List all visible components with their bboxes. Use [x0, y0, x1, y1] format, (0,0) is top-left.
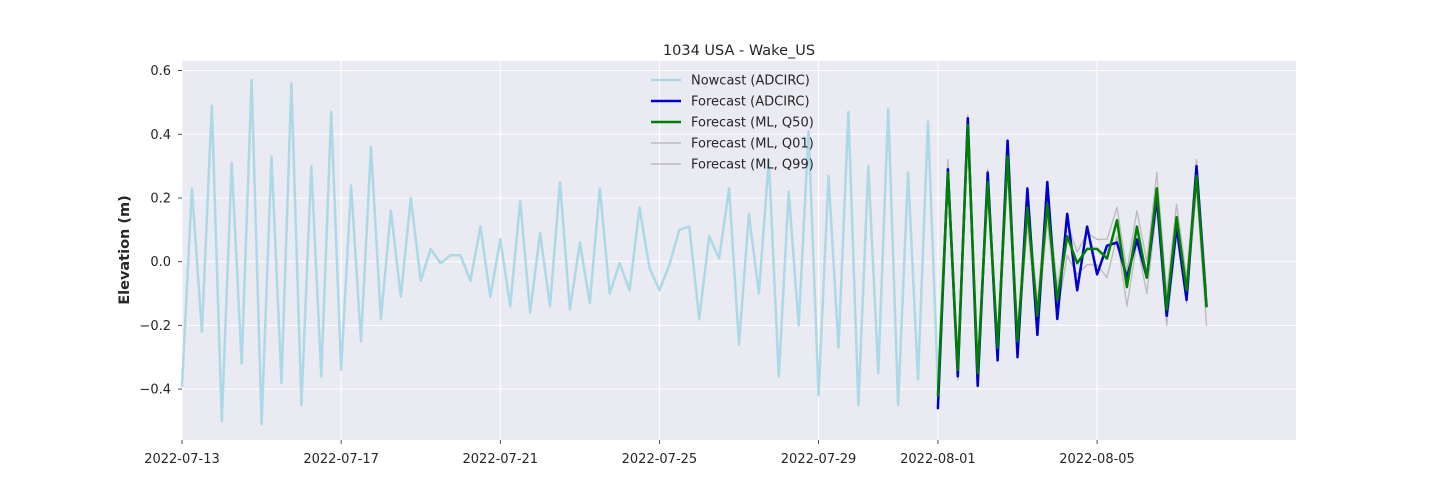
legend-label: Forecast (ML, Q50): [691, 116, 814, 131]
x-tick-label: 2022-07-17: [303, 452, 379, 467]
x-tick-label: 2022-08-05: [1059, 452, 1135, 467]
y-axis: −0.4 −0.2 0.0 0.2 0.4 0.6: [139, 64, 182, 398]
chart-title: 1034 USA - Wake_US: [663, 43, 815, 59]
y-tick-label: −0.2: [139, 319, 171, 334]
y-tick-label: 0.4: [150, 128, 171, 143]
legend-label: Nowcast (ADCIRC): [691, 74, 810, 89]
series-line-2: [936, 123, 1208, 397]
y-tick-label: −0.4: [139, 383, 171, 398]
y-tick-label: 0.0: [150, 255, 171, 270]
legend-label: Forecast (ML, Q99): [691, 158, 814, 173]
legend-label: Forecast (ADCIRC): [691, 95, 810, 110]
legend: Nowcast (ADCIRC) Forecast (ADCIRC) Forecas…: [651, 74, 814, 173]
x-tick-label: 2022-07-29: [781, 452, 857, 467]
y-tick-label: 0.6: [150, 64, 171, 79]
x-tick-label: 2022-08-01: [900, 452, 976, 467]
legend-label: Forecast (ML, Q01): [691, 137, 814, 152]
y-tick-label: 0.2: [150, 191, 171, 206]
y-axis-label: Elevation (m): [117, 195, 133, 305]
series-line-0: [180, 78, 950, 426]
x-tick-label: 2022-07-21: [463, 452, 539, 467]
x-tick-label: 2022-07-13: [144, 452, 220, 467]
x-tick-label: 2022-07-25: [622, 452, 698, 467]
x-axis: 2022-07-13 2022-07-17 2022-07-21 2022-07-25…: [144, 440, 1135, 467]
series-layer: [180, 78, 1208, 426]
